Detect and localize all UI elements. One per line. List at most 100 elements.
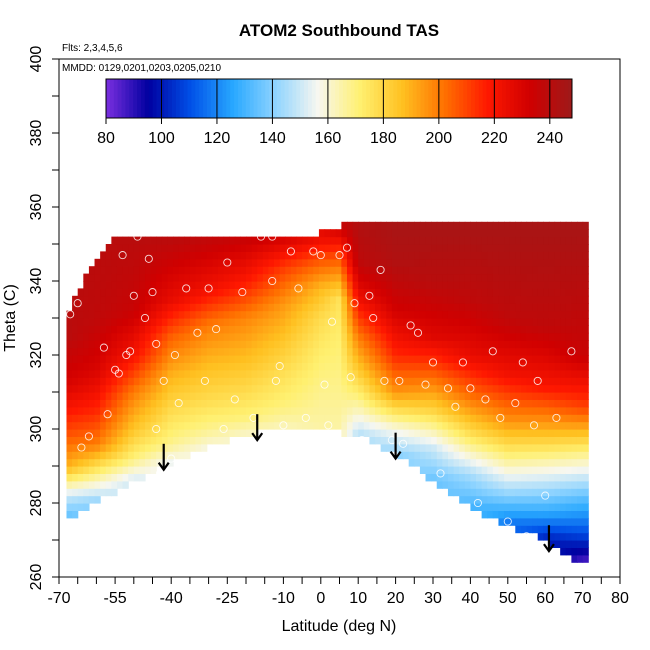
heatmap-cell — [251, 421, 258, 430]
heatmap-cell — [380, 258, 387, 267]
heatmap-cell — [111, 406, 118, 415]
heatmap-cell — [279, 310, 286, 319]
heatmap-cell — [532, 325, 539, 334]
heatmap-cell — [100, 480, 107, 489]
heatmap-cell — [330, 384, 337, 393]
heatmap-cell — [77, 340, 84, 349]
heatmap-cell — [150, 236, 157, 245]
heatmap-cell — [565, 451, 572, 460]
heatmap-cell — [201, 288, 208, 297]
heatmap-cell — [543, 406, 550, 415]
heatmap-cell — [83, 495, 90, 504]
heatmap-cell — [83, 318, 90, 326]
heatmap-cell — [88, 466, 96, 474]
heatmap-cell — [470, 443, 477, 452]
heatmap-cell — [290, 303, 298, 312]
heatmap-cell — [105, 258, 112, 267]
colorbar-segment — [389, 79, 394, 118]
heatmap-cell — [358, 414, 365, 423]
heatmap-cell — [296, 288, 303, 297]
heatmap-cell — [548, 399, 556, 408]
heatmap-cell — [66, 510, 73, 519]
heatmap-cell — [414, 362, 421, 371]
heatmap-cell — [77, 332, 84, 341]
heatmap-cell — [217, 281, 225, 289]
heatmap-cell — [229, 414, 236, 423]
heatmap-cell — [201, 347, 208, 356]
heatmap-cell — [481, 369, 488, 378]
heatmap-cell — [178, 303, 185, 312]
heatmap-cell — [234, 295, 241, 304]
heatmap-cell — [240, 258, 247, 267]
heatmap-cell — [77, 318, 84, 326]
heatmap-cell — [470, 273, 477, 282]
heatmap-cell — [100, 392, 107, 400]
heatmap-cell — [442, 473, 449, 482]
heatmap-cell — [548, 347, 556, 356]
heatmap-cell — [128, 251, 135, 260]
heatmap-cell — [431, 392, 438, 400]
heatmap-cell — [257, 414, 264, 423]
heatmap-cell — [515, 236, 522, 245]
heatmap-cell — [436, 325, 443, 334]
heatmap-cell — [380, 399, 387, 408]
heatmap-cell — [184, 244, 191, 252]
heatmap-cell — [576, 458, 584, 467]
heatmap-cell — [358, 281, 365, 289]
heatmap-cell — [150, 399, 157, 408]
heatmap-cell — [515, 384, 522, 393]
heatmap-cell — [397, 369, 404, 378]
heatmap-cell — [436, 436, 443, 445]
heatmap-cell — [504, 288, 511, 297]
heatmap-cell — [571, 318, 578, 326]
heatmap-cell — [436, 362, 443, 371]
heatmap-cell — [116, 362, 124, 371]
heatmap-cell — [554, 377, 561, 386]
heatmap-cell — [369, 414, 376, 423]
heatmap-cell — [537, 517, 544, 526]
heatmap-cell — [543, 495, 550, 504]
heatmap-cell — [403, 443, 410, 452]
heatmap-cell — [83, 451, 90, 460]
heatmap-cell — [296, 421, 303, 430]
heatmap-cell — [150, 436, 157, 445]
heatmap-cell — [526, 221, 533, 230]
heatmap-cell — [582, 236, 589, 245]
heatmap-cell — [341, 236, 348, 245]
heatmap-field — [66, 221, 589, 563]
heatmap-cell — [397, 355, 404, 363]
heatmap-cell — [431, 347, 438, 356]
heatmap-cell — [240, 295, 247, 304]
colorbar-segment — [206, 79, 212, 118]
heatmap-cell — [178, 429, 185, 437]
heatmap-cell — [139, 258, 146, 267]
sample-point — [413, 328, 423, 337]
heatmap-cell — [425, 421, 432, 430]
heatmap-cell — [88, 332, 96, 341]
colorbar-segment — [106, 79, 111, 118]
heatmap-cell — [548, 318, 556, 326]
heatmap-cell — [425, 458, 432, 467]
heatmap-cell — [397, 258, 404, 267]
heatmap-cell — [442, 480, 449, 489]
heatmap-cell — [268, 384, 275, 393]
heatmap-cell — [436, 406, 443, 415]
colorbar-segment — [296, 79, 301, 118]
heatmap-cell — [515, 406, 522, 415]
heatmap-cell — [554, 421, 561, 430]
arrows — [157, 414, 555, 553]
heatmap-cell — [279, 251, 286, 260]
heatmap-cell — [520, 525, 528, 534]
heatmap-cell — [318, 244, 326, 252]
heatmap-cell — [257, 421, 264, 430]
heatmap-cell — [464, 369, 471, 378]
heatmap-cell — [476, 384, 483, 393]
heatmap-cell — [290, 399, 298, 408]
heatmap-cell — [565, 347, 572, 356]
heatmap-cell — [100, 295, 107, 304]
heatmap-cell — [375, 362, 382, 371]
heatmap-cell — [526, 517, 533, 526]
heatmap-cell — [335, 392, 342, 400]
heatmap-cell — [324, 244, 331, 252]
heatmap-cell — [548, 332, 556, 341]
